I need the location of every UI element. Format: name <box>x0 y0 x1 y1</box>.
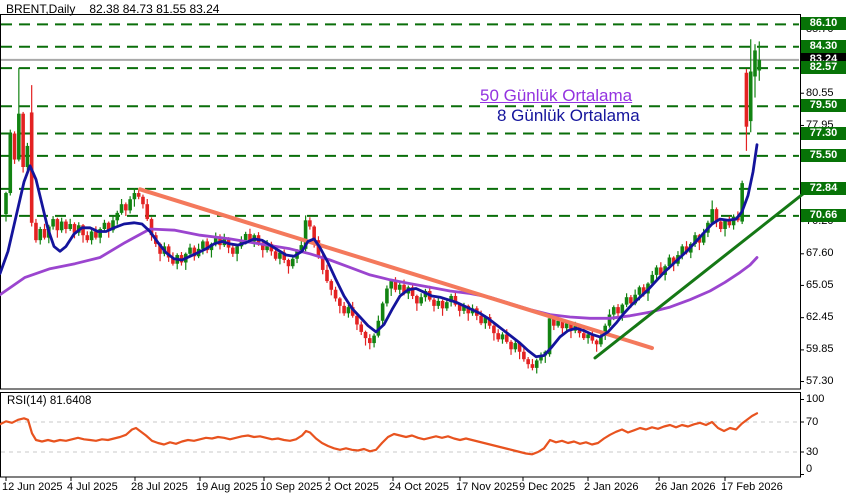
current-price-badge: 83.24 <box>801 52 846 66</box>
rsi-tick-label: 30 <box>806 445 819 458</box>
date-label: 12 Jun 2025 <box>2 481 63 493</box>
price-tick-label: 62.45 <box>806 311 834 324</box>
ma8-annotation[interactable]: 8 Günlük Ortalama <box>497 106 640 125</box>
date-label: 4 Jul 2025 <box>67 481 118 493</box>
price-level-badge: 77.30 <box>801 126 846 140</box>
price-chart-panel[interactable] <box>0 14 800 389</box>
price-tick-label: 65.05 <box>806 278 834 291</box>
date-label: 17 Feb 2026 <box>721 481 783 493</box>
date-label: 26 Jan 2026 <box>655 481 716 493</box>
price-tick-label: 72.80 <box>806 182 834 195</box>
rsi-tick-label: 70 <box>806 415 819 428</box>
ma50-annotation[interactable]: 50 Günlük Ortalama <box>480 86 633 105</box>
price-tick-label: 83.15 <box>806 54 834 67</box>
chart-title: BRENT,Daily 82.38 84.73 81.55 83.24 <box>6 2 219 16</box>
price-level-badge: 79.50 <box>801 99 846 113</box>
date-label: 2 Oct 2025 <box>325 481 379 493</box>
rsi-indicator-panel[interactable] <box>0 393 800 477</box>
price-level-badge: 70.66 <box>801 208 846 222</box>
date-label: 19 Aug 2025 <box>196 481 258 493</box>
ohlc-values: 82.38 84.73 81.55 83.24 <box>89 2 220 16</box>
date-label: 2 Jan 2026 <box>584 481 639 493</box>
price-tick-label: 85.70 <box>806 22 834 35</box>
price-level-badge: 86.10 <box>801 17 846 31</box>
date-label: 24 Oct 2025 <box>389 481 449 493</box>
date-label: 10 Sep 2025 <box>260 481 323 493</box>
price-level-badge: 84.30 <box>801 39 846 53</box>
rsi-tick-label: 0 <box>806 463 813 475</box>
rsi-indicator-label: RSI(14) 81.6408 <box>7 395 92 407</box>
price-tick-label: 57.30 <box>806 375 834 388</box>
price-tick-label: 67.60 <box>806 247 834 260</box>
price-tick-label: 75.40 <box>806 150 834 163</box>
date-label: 28 Jul 2025 <box>131 481 188 493</box>
price-tick-label: 77.95 <box>806 118 834 131</box>
price-tick-label: 80.55 <box>806 86 834 99</box>
price-level-badge: 72.84 <box>801 181 846 195</box>
price-level-badge: 75.50 <box>801 148 846 162</box>
symbol-period-label: BRENT,Daily <box>6 2 76 16</box>
price-tick-label: 59.85 <box>806 343 834 356</box>
rsi-tick-label: 100 <box>806 393 825 405</box>
date-label: 9 Dec 2025 <box>519 481 576 493</box>
price-level-badge: 82.57 <box>801 61 846 75</box>
date-label: 17 Nov 2025 <box>456 481 519 493</box>
price-tick-label: 70.20 <box>806 215 834 228</box>
